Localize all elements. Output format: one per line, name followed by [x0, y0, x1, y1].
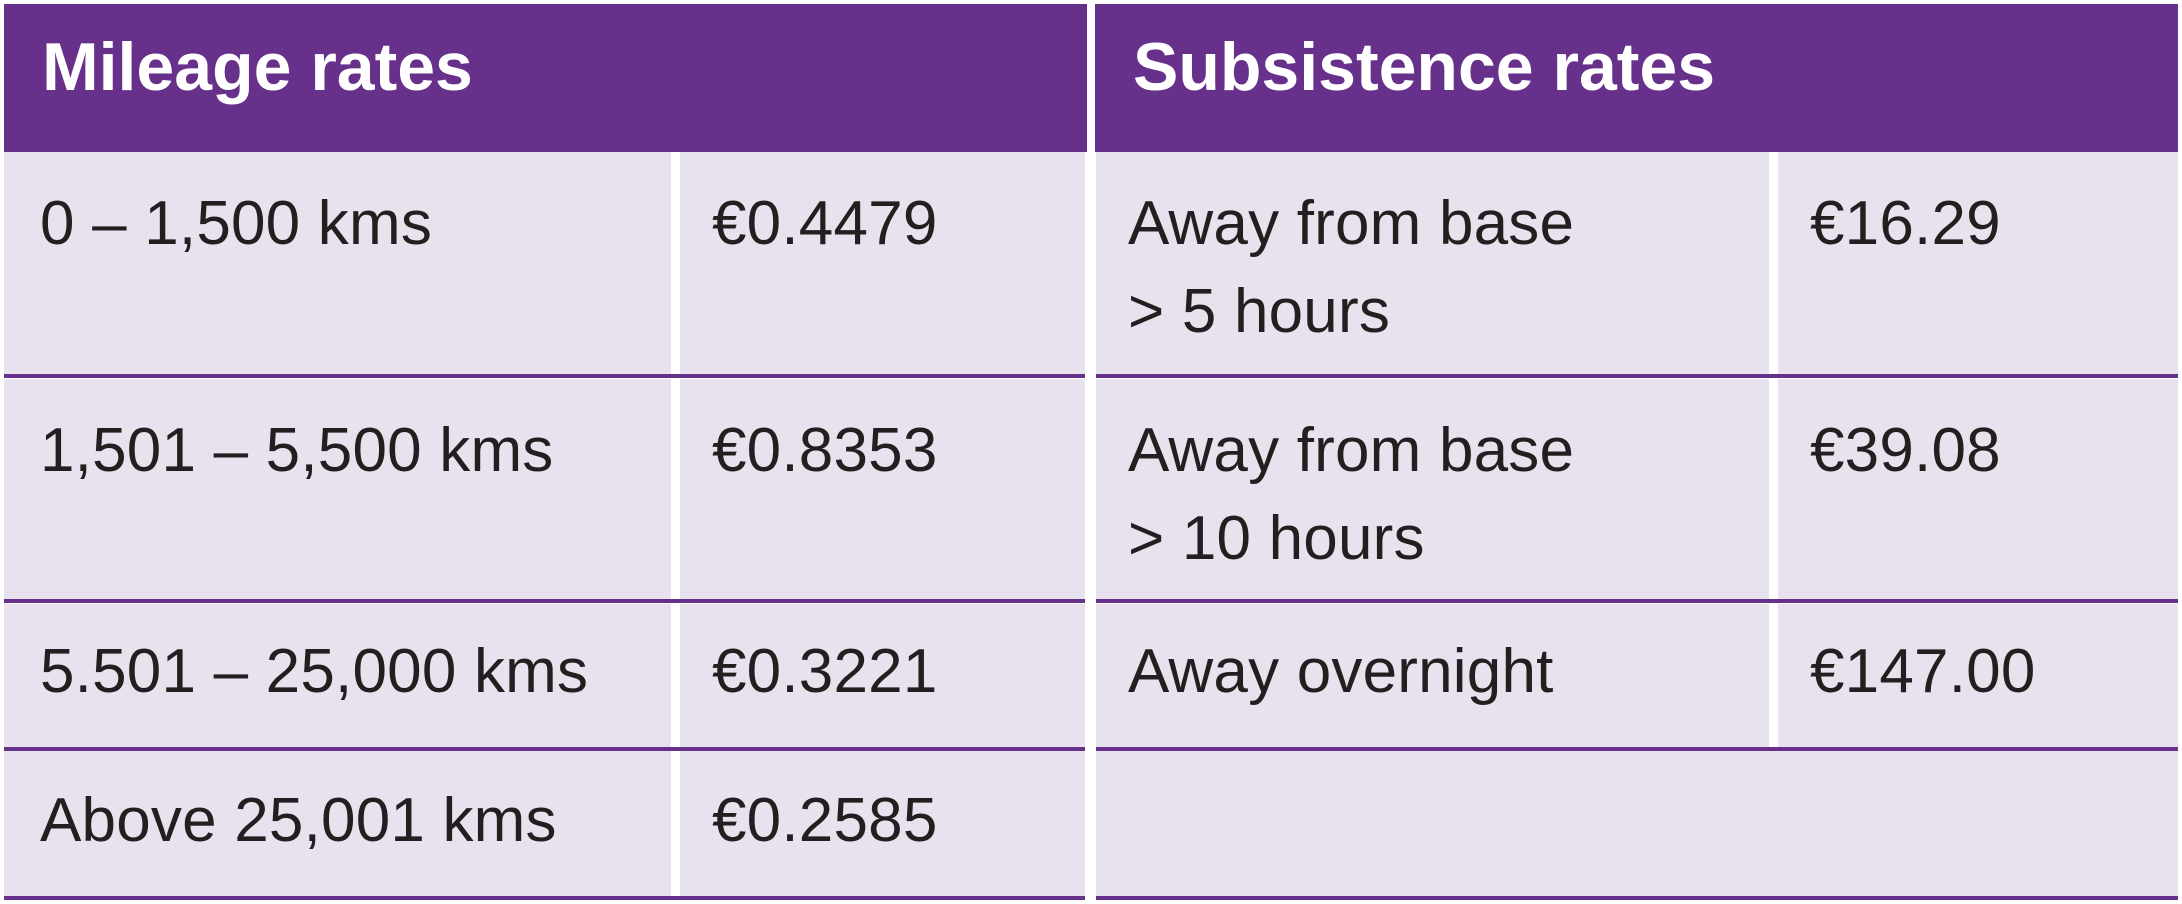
mileage-range-cell: 0 – 1,500 kms: [4, 152, 671, 375]
subsistence-rate-cell: €147.00: [1778, 604, 2178, 747]
subsistence-condition-cell: Away from base > 10 hours: [1096, 379, 1769, 600]
subsistence-empty-cell: [1096, 751, 2178, 896]
subsistence-condition-cell: Away overnight: [1096, 604, 1769, 747]
mileage-range-cell: 5.501 – 25,000 kms: [4, 604, 671, 747]
mileage-range-cell: Above 25,001 kms: [4, 751, 671, 896]
row-divider: [4, 599, 1085, 603]
subsistence-condition-cell: Away from base > 5 hours: [1096, 152, 1769, 375]
row-divider: [1096, 374, 2178, 378]
mileage-rates-header: Mileage rates: [4, 4, 1087, 152]
mileage-range-cell: 1,501 – 5,500 kms: [4, 379, 671, 600]
mileage-rate-cell: €0.4479: [680, 152, 1085, 375]
row-divider: [1096, 896, 2178, 900]
row-divider: [4, 896, 1085, 900]
row-divider: [1096, 599, 2178, 603]
mileage-rate-cell: €0.3221: [680, 604, 1085, 747]
subsistence-rates-header: Subsistence rates: [1095, 4, 2178, 152]
row-divider: [4, 374, 1085, 378]
row-divider: [1096, 747, 2178, 751]
row-divider: [4, 747, 1085, 751]
subsistence-rate-cell: €16.29: [1778, 152, 2178, 375]
mileage-rate-cell: €0.2585: [680, 751, 1085, 896]
subsistence-rate-cell: €39.08: [1778, 379, 2178, 600]
mileage-rate-cell: €0.8353: [680, 379, 1085, 600]
